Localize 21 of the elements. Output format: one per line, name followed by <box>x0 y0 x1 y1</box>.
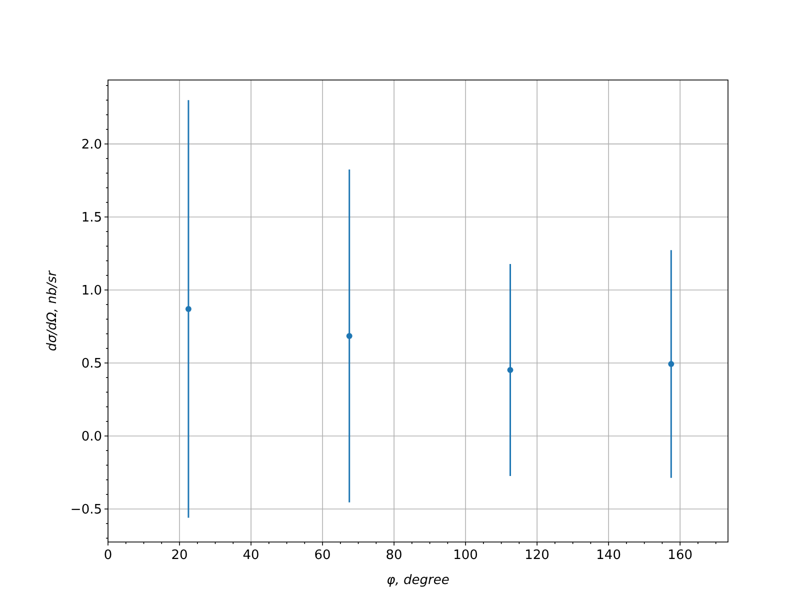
y-axis-title: dσ/dΩ, nb/sr <box>45 269 60 352</box>
x-tick-label: 0 <box>104 548 112 563</box>
x-tick-label: 80 <box>386 548 402 563</box>
point <box>507 366 514 373</box>
y-tick-label: 2.0 <box>81 138 102 153</box>
x-tick-label: 120 <box>524 548 550 563</box>
y-tick-label: 1.0 <box>81 284 102 299</box>
y-tick-label: 0.0 <box>81 430 102 445</box>
x-tick-label: 40 <box>242 548 260 563</box>
x-tick-label: 160 <box>668 548 692 563</box>
point <box>346 332 352 339</box>
y-tick-label: 1.5 <box>81 210 102 226</box>
y-tick-label: −0.5 <box>70 502 102 518</box>
x-tick-label: 60 <box>314 548 331 563</box>
point <box>185 306 192 312</box>
x-tick-label: 100 <box>453 548 478 563</box>
point <box>668 361 674 368</box>
x-axis-title: φ, degree <box>386 573 450 588</box>
x-tick-label: 140 <box>596 548 621 563</box>
y-tick-label: 0.5 <box>81 356 102 372</box>
x-tick-label: 20 <box>171 548 188 563</box>
